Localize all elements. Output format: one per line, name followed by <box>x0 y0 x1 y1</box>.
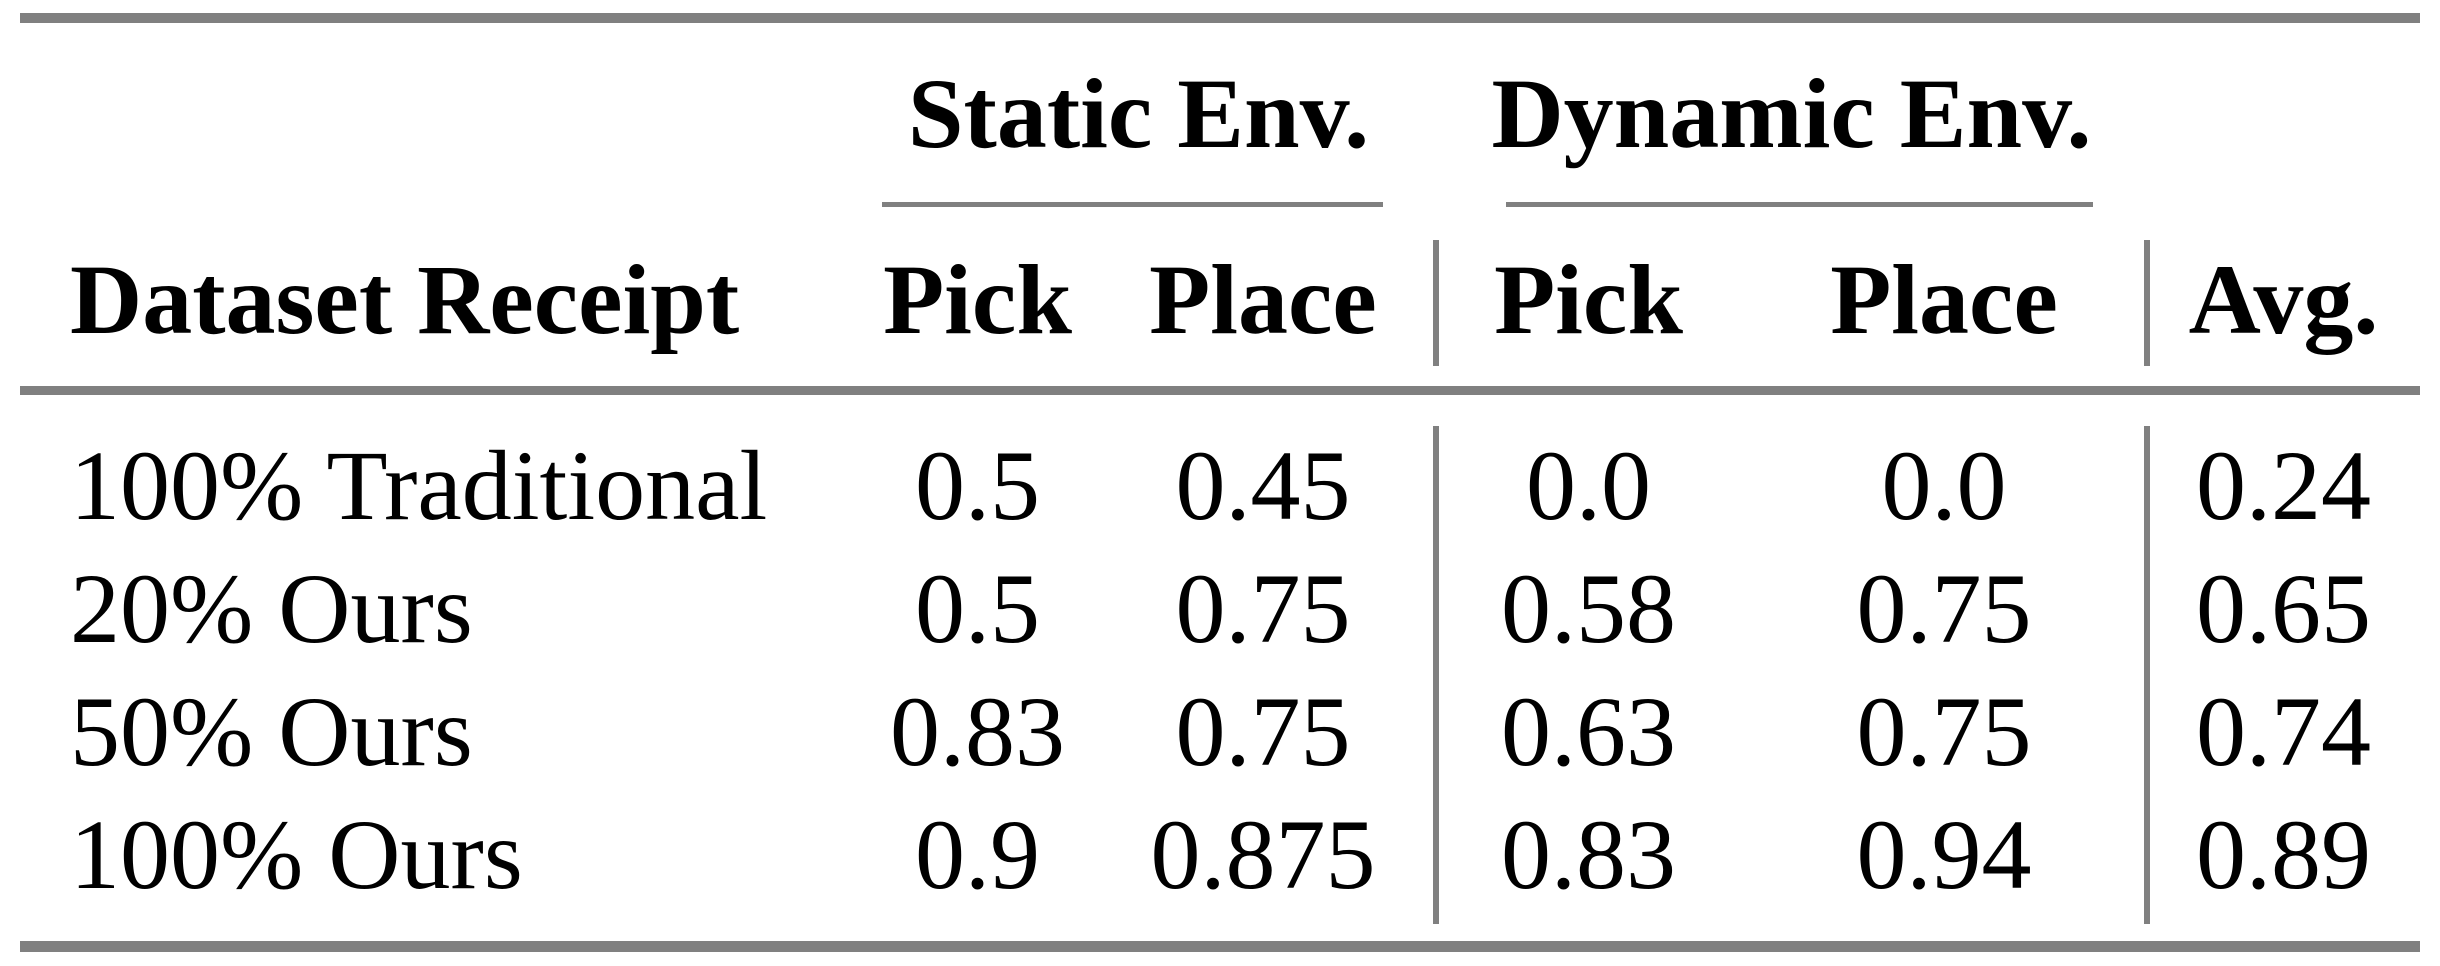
static-env-group-header: Static Env. <box>907 57 1370 169</box>
spacer-row <box>20 395 2420 424</box>
corner-cell <box>20 0 865 205</box>
avg-cell: 0.65 <box>2196 552 2372 664</box>
table-row: 20% Ours 0.5 0.75 0.58 0.75 0.65 <box>20 547 2420 670</box>
avg-header: Avg. <box>2188 244 2379 355</box>
dynamic-env-cmidrule <box>1506 202 2093 207</box>
dataset-receipt-header: Dataset Receipt <box>70 244 740 355</box>
vertical-rule-static-dynamic-body <box>1433 426 1439 924</box>
vertical-rule-avg-header <box>2144 240 2150 366</box>
dynamic-pick-cell: 0.83 <box>1501 798 1676 910</box>
dynamic-place-cell: 0.94 <box>1856 798 2032 910</box>
vertical-rule-avg-body <box>2144 426 2150 924</box>
row-label-cell: 50% Ours <box>70 675 473 787</box>
mid-rule <box>20 386 2420 395</box>
table-row: 100% Ours 0.9 0.875 0.83 0.94 0.89 <box>20 793 2420 916</box>
static-place-cell: 0.875 <box>1150 798 1376 910</box>
avg-cell: 0.89 <box>2196 798 2372 910</box>
dynamic-pick-cell: 0.58 <box>1501 552 1676 664</box>
column-header-row: Dataset Receipt Pick Place Pick Place Av… <box>20 205 2420 395</box>
dynamic-place-header: Place <box>1830 244 2058 355</box>
static-pick-cell: 0.83 <box>890 675 1065 787</box>
dynamic-pick-cell: 0.0 <box>1526 429 1651 541</box>
avg-group-spacer-cell <box>2147 0 2420 205</box>
static-place-cell: 0.75 <box>1175 552 1351 664</box>
avg-cell: 0.24 <box>2196 429 2372 541</box>
table-row: 100% Traditional 0.5 0.45 0.0 0.0 0.24 <box>20 424 2420 547</box>
top-rule <box>20 13 2420 23</box>
dynamic-place-cell: 0.75 <box>1856 552 2032 664</box>
row-label-cell: 20% Ours <box>70 552 473 664</box>
group-header-row: Static Env. Dynamic Env. <box>20 0 2420 205</box>
static-place-cell: 0.45 <box>1175 429 1351 541</box>
dynamic-env-group-header: Dynamic Env. <box>1491 57 2092 169</box>
vertical-rule-static-dynamic-header <box>1433 240 1439 366</box>
results-table: Static Env. Dynamic Env. Dataset Receipt… <box>20 0 2420 916</box>
avg-cell: 0.74 <box>2196 675 2372 787</box>
static-place-cell: 0.75 <box>1175 675 1351 787</box>
static-pick-cell: 0.9 <box>915 798 1040 910</box>
row-label-cell: 100% Ours <box>70 798 523 910</box>
dynamic-pick-header: Pick <box>1494 244 1683 355</box>
bottom-rule <box>20 941 2420 952</box>
static-pick-cell: 0.5 <box>915 429 1040 541</box>
spacer-cell <box>20 395 2420 424</box>
dynamic-pick-cell: 0.63 <box>1501 675 1676 787</box>
table-row: 50% Ours 0.83 0.75 0.63 0.75 0.74 <box>20 670 2420 793</box>
static-place-header: Place <box>1149 244 1377 355</box>
static-pick-header: Pick <box>883 244 1072 355</box>
row-label-cell: 100% Traditional <box>70 429 768 541</box>
static-pick-cell: 0.5 <box>915 552 1040 664</box>
static-env-cmidrule <box>882 202 1383 207</box>
dynamic-place-cell: 0.0 <box>1881 429 2007 541</box>
dynamic-place-cell: 0.75 <box>1856 675 2032 787</box>
